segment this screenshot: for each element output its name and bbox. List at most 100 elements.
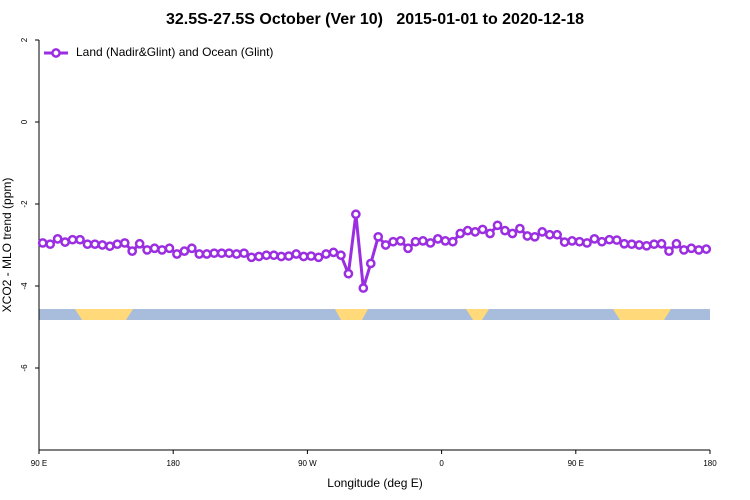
series-marker: [127, 246, 138, 256]
y-tick-label: -2: [20, 200, 29, 208]
series-marker: [447, 236, 458, 247]
land-segment: [75, 309, 133, 320]
series-marker: [544, 229, 555, 240]
x-tick-label: 0: [439, 459, 444, 468]
series-marker: [231, 249, 242, 259]
series-marker: [485, 228, 495, 239]
land-segment: [335, 309, 368, 320]
series-marker: [529, 231, 540, 242]
series-marker: [589, 234, 600, 244]
series-marker: [604, 234, 615, 245]
series-marker: [611, 235, 622, 245]
series-marker: [470, 227, 480, 237]
series-marker: [201, 249, 212, 259]
surface-strip: [39, 309, 710, 320]
series-marker: [693, 245, 704, 255]
series-marker: [351, 209, 361, 220]
series-marker: [492, 220, 503, 231]
series-marker: [500, 225, 510, 236]
series-marker: [142, 245, 152, 255]
series-marker: [477, 224, 488, 235]
land-segment: [613, 309, 671, 320]
series-marker: [216, 248, 227, 259]
series-marker: [425, 238, 436, 248]
series-marker: [276, 251, 287, 262]
series-marker: [239, 248, 249, 259]
series-marker: [52, 234, 63, 244]
series-marker: [104, 241, 115, 252]
y-tick-label: -4: [20, 282, 29, 290]
series-marker: [149, 243, 160, 254]
series-marker: [626, 239, 637, 250]
series-marker: [410, 236, 421, 247]
series-marker: [507, 228, 518, 239]
legend-marker: [51, 48, 61, 58]
series-marker: [254, 251, 264, 262]
series-marker: [380, 240, 391, 250]
series-marker: [343, 268, 354, 279]
series-marker: [388, 236, 398, 247]
series-marker: [328, 247, 339, 258]
series-marker: [671, 238, 682, 249]
y-tick-label: 2: [20, 37, 29, 42]
series-marker: [224, 248, 234, 259]
series-marker: [641, 240, 652, 251]
series-marker: [246, 252, 257, 263]
series-marker: [112, 239, 123, 250]
series-marker: [373, 231, 384, 242]
series-marker: [559, 237, 570, 247]
series-marker: [567, 236, 577, 246]
series-marker: [552, 229, 563, 240]
series-marker: [574, 236, 585, 247]
series-marker: [619, 238, 630, 249]
y-tick-label: -6: [20, 364, 29, 372]
series-marker: [283, 251, 294, 261]
x-tick-label: 90 W: [298, 459, 317, 468]
series-marker: [686, 243, 697, 254]
series-marker: [395, 236, 406, 246]
series-marker: [157, 245, 167, 255]
x-tick-label: 90 E: [568, 459, 584, 468]
x-tick-label: 90 E: [31, 459, 47, 468]
series-marker: [597, 236, 607, 247]
series-marker: [358, 283, 369, 293]
series-marker: [537, 227, 548, 237]
series-marker: [179, 246, 190, 256]
series-marker: [462, 225, 473, 236]
series-marker: [515, 223, 525, 234]
series-marker: [656, 238, 667, 249]
land-segment: [466, 309, 489, 320]
series-marker: [261, 250, 272, 261]
series-marker: [90, 239, 100, 250]
series-marker: [186, 243, 197, 254]
series-marker: [582, 238, 592, 248]
series-marker: [134, 238, 145, 249]
series-marker: [403, 243, 413, 254]
series-marker: [649, 239, 659, 250]
series-marker: [60, 237, 70, 247]
series-marker: [82, 239, 93, 250]
legend-label: Land (Nadir&Glint) and Ocean (Glint): [76, 45, 273, 59]
series-marker: [172, 249, 182, 259]
series-marker: [306, 251, 316, 261]
series-marker: [321, 249, 331, 259]
series-marker: [298, 251, 309, 262]
series-marker: [440, 236, 451, 246]
series-marker: [37, 238, 48, 248]
x-tick-label: 180: [703, 459, 717, 468]
series-marker: [209, 248, 220, 259]
series-marker: [45, 239, 56, 250]
y-tick-label: 0: [20, 119, 29, 124]
series-marker: [164, 243, 175, 254]
series-marker: [634, 240, 645, 250]
series-marker: [701, 244, 712, 254]
series-marker: [291, 249, 302, 259]
y-axis-label: XCO2 - MLO trend (ppm): [0, 178, 14, 313]
series-marker: [119, 238, 130, 248]
series-marker: [679, 245, 689, 255]
series-marker: [365, 258, 376, 269]
series-marker: [313, 252, 324, 263]
chart-title: 32.5S-27.5S October (Ver 10) 2015-01-01 …: [166, 11, 584, 28]
series-marker: [97, 240, 108, 250]
